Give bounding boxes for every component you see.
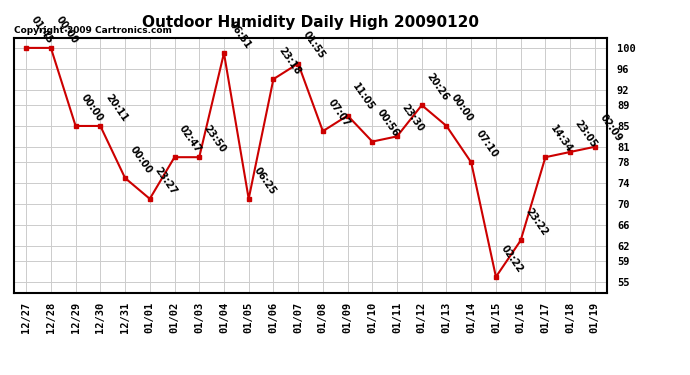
Text: 07:07: 07:07 — [326, 97, 352, 128]
Text: 02:47: 02:47 — [177, 123, 204, 154]
Text: 11:05: 11:05 — [351, 82, 376, 113]
Text: 23:05: 23:05 — [573, 118, 599, 149]
Text: 23:30: 23:30 — [400, 102, 426, 134]
Text: 23:27: 23:27 — [152, 165, 179, 196]
Text: 00:00: 00:00 — [449, 92, 475, 123]
Text: 20:26: 20:26 — [424, 71, 451, 102]
Text: 00:00: 00:00 — [54, 14, 79, 45]
Text: 00:56: 00:56 — [375, 108, 401, 139]
Text: 06:25: 06:25 — [251, 165, 277, 196]
Text: 14:34: 14:34 — [548, 123, 574, 154]
Text: 01:55: 01:55 — [301, 30, 327, 61]
Text: 00:00: 00:00 — [128, 144, 154, 175]
Text: 23:18: 23:18 — [276, 45, 302, 76]
Text: Copyright 2009 Cartronics.com: Copyright 2009 Cartronics.com — [14, 26, 172, 35]
Text: 02:09: 02:09 — [598, 113, 624, 144]
Text: 23:22: 23:22 — [524, 207, 549, 238]
Text: Outdoor Humidity Daily High 20090120: Outdoor Humidity Daily High 20090120 — [142, 15, 479, 30]
Text: 01:45: 01:45 — [29, 14, 55, 45]
Text: 23:50: 23:50 — [202, 123, 228, 154]
Text: 00:00: 00:00 — [79, 92, 104, 123]
Text: 07:10: 07:10 — [474, 129, 500, 160]
Text: 20:11: 20:11 — [103, 92, 129, 123]
Text: 06:51: 06:51 — [227, 19, 253, 50]
Text: 02:22: 02:22 — [499, 243, 524, 274]
